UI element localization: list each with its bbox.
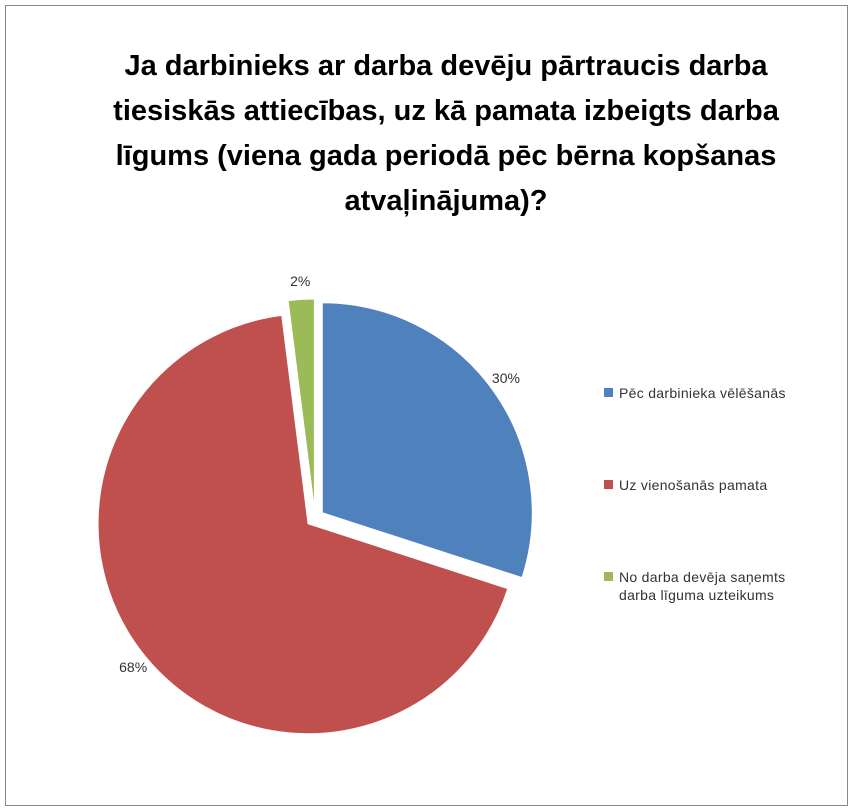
legend-item: No darba devēja saņemts darba līguma uzt…: [604, 568, 844, 604]
legend-item: Pēc darbinieka vēlēšanās: [604, 384, 844, 402]
chart-frame: 30% 68% 2% Ja darbinieks ar darba devēju p…: [5, 5, 848, 806]
legend-label: Uz vienošanās pamata: [619, 477, 768, 493]
legend-swatch: [604, 572, 613, 581]
legend-label: Pēc darbinieka vēlēšanās: [619, 385, 786, 401]
legend-swatch: [604, 480, 613, 489]
legend-item: Uz vienošanās pamata: [604, 476, 844, 494]
chart: 30% 68% 2%: [97, 273, 533, 735]
data-label: 68%: [119, 659, 147, 675]
pie-slice: [97, 314, 509, 735]
legend-label: No darba devēja saņemts darba līguma uzt…: [619, 569, 786, 603]
chart-title: Ja darbinieks ar darba devēju pārtraucis…: [113, 50, 779, 217]
data-label: 30%: [492, 370, 520, 386]
data-label: 2%: [290, 273, 310, 289]
legend-swatch: [604, 388, 613, 397]
pie-slice: [321, 302, 533, 579]
pie-slice: [287, 298, 315, 510]
